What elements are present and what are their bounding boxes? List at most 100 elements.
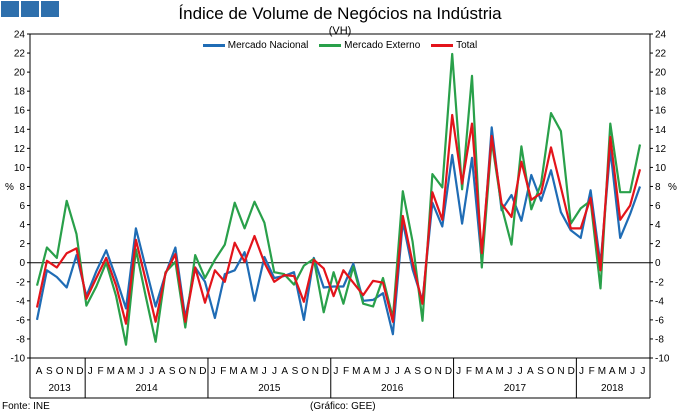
x-month-label: A [527,366,534,377]
y-tick-label-right: 14 [655,125,667,136]
y-tick-label-right: -8 [655,334,664,345]
x-month-label: S [169,366,176,377]
x-month-label: J [211,366,216,377]
x-month-label: A [486,366,493,377]
y-tick-label-right: 2 [655,239,661,250]
x-month-label: N [66,366,73,377]
y-tick-label-left: -4 [16,296,25,307]
x-month-label: O [56,366,64,377]
y-tick-label-right: 22 [655,49,667,60]
x-month-label: J [507,366,512,377]
x-month-label: J [385,366,390,377]
legend-swatch-mercado-externo [319,43,342,47]
x-month-label: M [475,366,483,377]
x-month-label: O [424,366,432,377]
y-tick-label-right: 8 [655,182,661,193]
y-tick-label-left: 2 [19,239,25,250]
x-month-label: J [333,366,338,377]
chart-legend: Mercado Nacional Mercado Externo Total [0,40,680,51]
y-tick-label-left: 0 [19,258,25,269]
x-month-label: J [630,366,635,377]
x-month-label: A [281,366,288,377]
y-tick-label-left: 16 [14,106,26,117]
legend-swatch-mercado-nacional [202,43,225,47]
chart-title: Índice de Volume de Negócios na Indústri… [178,4,502,23]
y-tick-label-right: 0 [655,258,661,269]
x-month-label: S [537,366,544,377]
y-tick-label-right: 18 [655,87,667,98]
x-month-label: O [301,366,309,377]
x-year-label: 2016 [381,383,404,394]
x-month-label: O [178,366,186,377]
x-month-label: S [292,366,299,377]
y-tick-label-left: 18 [14,87,26,98]
y-tick-label-left: 4 [19,220,25,231]
x-month-label: D [76,366,83,377]
x-month-label: F [589,366,595,377]
legend-item-total: Total [431,40,477,51]
x-month-label: J [518,366,523,377]
y-tick-label-left: 12 [14,144,26,155]
y-tick-label-left: 24 [14,30,26,41]
x-month-label: A [404,366,411,377]
x-month-label: F [466,366,472,377]
y-tick-label-left: -2 [16,277,25,288]
y-tick-label-left: 6 [19,201,25,212]
x-month-label: M [250,366,258,377]
x-month-label: M [107,366,115,377]
x-month-label: F [343,366,349,377]
y-tick-label-left: -10 [11,354,26,365]
x-month-label: J [139,366,144,377]
x-month-label: A [118,366,125,377]
y-tick-label-right: 16 [655,106,667,117]
x-year-label: 2018 [601,383,624,394]
x-month-label: A [609,366,616,377]
x-month-label: M [352,366,360,377]
x-year-label: 2015 [258,383,281,394]
x-month-label: M [618,366,626,377]
y-tick-label-left: -8 [16,334,25,345]
x-month-label: J [395,366,400,377]
x-month-label: D [322,366,329,377]
y-axis-unit-right: % [668,182,677,193]
header-square-3 [41,1,59,17]
y-tick-label-right: -10 [655,354,670,365]
x-month-label: D [445,366,452,377]
x-month-label: F [97,366,103,377]
x-month-label: D [568,366,575,377]
series-line-mercado-externo [35,52,642,346]
x-month-label: D [199,366,206,377]
x-month-label: M [229,366,237,377]
x-month-label: M [598,366,606,377]
x-month-label: M [373,366,381,377]
x-month-label: N [557,366,564,377]
legend-item-mercado-nacional: Mercado Nacional [202,40,309,51]
x-month-label: J [262,366,267,377]
legend-item-mercado-externo: Mercado Externo [319,40,420,51]
y-tick-label-right: 10 [655,163,667,174]
x-month-label: S [414,366,421,377]
x-month-label: A [240,366,247,377]
y-tick-label-left: 10 [14,163,26,174]
y-tick-label-left: 20 [14,68,26,79]
x-month-label: J [272,366,277,377]
x-month-label: A [159,366,166,377]
x-month-label: F [220,366,226,377]
x-month-label: M [127,366,135,377]
x-year-label: 2017 [504,383,527,394]
x-month-label: A [36,366,43,377]
x-month-label: J [88,366,93,377]
legend-label-mercado-nacional: Mercado Nacional [227,40,309,51]
y-tick-label-left: 8 [19,182,25,193]
x-month-label: J [579,366,584,377]
x-month-label: S [46,366,53,377]
x-year-label: 2013 [48,383,71,394]
y-tick-label-right: 24 [655,30,667,41]
x-year-label: 2014 [135,383,158,394]
chart-credit: (Gráfico: GEE) [310,401,376,412]
y-tick-label-right: 4 [655,220,661,231]
y-tick-label-left: -6 [16,315,25,326]
y-tick-label-right: -2 [655,277,664,288]
x-month-label: J [456,366,461,377]
